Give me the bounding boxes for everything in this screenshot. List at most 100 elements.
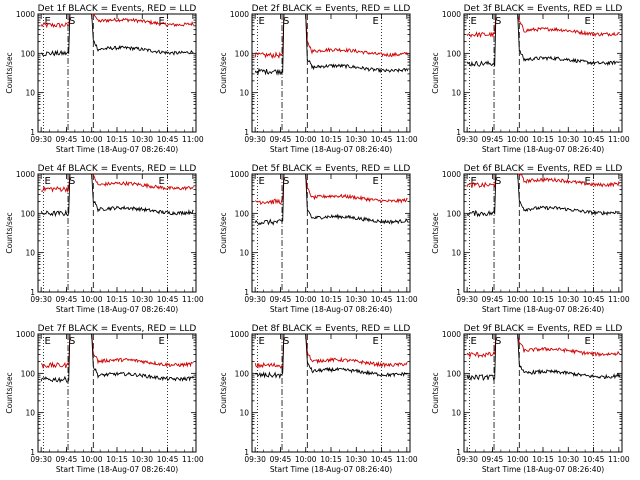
panel-det-6: Det 6f BLACK = Events, RED = LLD 1 10 100 10… [431, 164, 630, 314]
y-axis-label: Counts/sec [5, 52, 14, 93]
y-tick-label: 10 [451, 89, 461, 98]
x-tick-label: 11:00 [396, 455, 418, 464]
x-tick-label: 10:30 [131, 455, 153, 464]
x-tick-label: 09:45 [270, 455, 292, 464]
y-axis-label: Counts/sec [431, 372, 440, 413]
x-tick-label: 09:45 [56, 295, 78, 304]
y-tick-label: 1 [30, 448, 35, 457]
panel-title: Det 7f BLACK = Events, RED = LLD [38, 324, 197, 334]
x-tick-label: 10:45 [157, 295, 179, 304]
y-tick-label: 1000 [16, 170, 35, 179]
x-axis-label: Start Time (18-Aug-07 08:26:40) [56, 465, 178, 474]
y-tick-label: 100 [21, 49, 36, 58]
x-tick-label: 09:30 [456, 135, 478, 144]
start-marker-label: E [471, 336, 477, 347]
x-axis-label: Start Time (18-Aug-07 08:26:40) [56, 145, 178, 154]
saa-marker-label: S [495, 176, 501, 187]
saa-marker-label: S [283, 16, 289, 27]
y-axis-label: Counts/sec [219, 52, 228, 93]
saa-marker-label: S [69, 16, 75, 27]
y-tick-label: 100 [235, 369, 250, 378]
y-tick-label: 1 [244, 128, 249, 137]
x-tick-label: 10:30 [131, 135, 153, 144]
y-tick-label: 100 [235, 209, 250, 218]
x-tick-label: 10:00 [507, 295, 529, 304]
x-tick-label: 10:15 [532, 135, 554, 144]
lld-series-line [254, 13, 409, 60]
plot-frame [251, 13, 411, 133]
events-series-line [40, 333, 194, 384]
x-tick-label: 10:00 [295, 135, 317, 144]
events-series-line [466, 333, 621, 382]
x-tick-label: 10:15 [106, 135, 128, 144]
x-tick-label: 10:15 [106, 455, 128, 464]
x-axis-label: Start Time (18-Aug-07 08:26:40) [482, 145, 604, 154]
y-axis-label: Counts/sec [219, 212, 228, 253]
x-tick-label: 09:45 [482, 295, 504, 304]
x-tick-label: 11:00 [608, 295, 630, 304]
start-marker-label: E [471, 16, 477, 27]
x-tick-label: 10:00 [507, 135, 529, 144]
y-tick-label: 100 [447, 209, 462, 218]
y-axis-label: Counts/sec [5, 372, 14, 413]
y-tick-label: 100 [447, 369, 462, 378]
y-tick-label: 1 [456, 448, 461, 457]
x-tick-label: 10:15 [532, 455, 554, 464]
x-tick-label: 10:45 [583, 135, 605, 144]
saa-marker-label: S [495, 16, 501, 27]
y-tick-label: 100 [21, 209, 36, 218]
end-marker-label: E [585, 16, 591, 27]
lld-series-line [40, 333, 194, 370]
x-axis-label: Start Time (18-Aug-07 08:26:40) [56, 305, 178, 314]
end-marker-label: E [159, 336, 165, 347]
saa-marker-label: S [69, 336, 75, 347]
events-series-line [254, 13, 409, 76]
y-tick-label: 1000 [230, 10, 249, 19]
y-tick-label: 10 [25, 409, 35, 418]
lld-series-line [466, 333, 620, 359]
x-tick-label: 09:30 [30, 455, 52, 464]
x-tick-label: 10:30 [557, 135, 579, 144]
y-tick-label: 1000 [230, 170, 249, 179]
x-tick-label: 10:15 [320, 455, 342, 464]
end-marker-label: E [585, 176, 591, 187]
y-axis-label: Counts/sec [431, 212, 440, 253]
x-tick-label: 09:45 [56, 455, 78, 464]
y-tick-label: 1000 [16, 330, 35, 339]
x-tick-label: 10:45 [157, 455, 179, 464]
panel-det-3: Det 3f BLACK = Events, RED = LLD 1 10 100 10… [431, 4, 630, 154]
x-axis-label: Start Time (18-Aug-07 08:26:40) [270, 305, 392, 314]
x-tick-label: 10:45 [157, 135, 179, 144]
events-series-line [254, 173, 409, 226]
x-tick-label: 11:00 [182, 135, 204, 144]
y-tick-label: 1 [456, 128, 461, 137]
x-tick-label: 10:45 [583, 455, 605, 464]
x-tick-label: 09:30 [244, 455, 266, 464]
y-tick-label: 100 [21, 369, 36, 378]
x-tick-label: 11:00 [182, 295, 204, 304]
lld-series-line [40, 13, 194, 29]
x-tick-label: 10:00 [507, 455, 529, 464]
y-tick-label: 100 [235, 49, 250, 58]
y-axis-label: Counts/sec [431, 52, 440, 93]
x-tick-label: 10:00 [81, 135, 103, 144]
start-marker-label: E [259, 336, 265, 347]
lld-series-line [254, 333, 408, 370]
x-tick-label: 09:30 [456, 455, 478, 464]
x-tick-label: 10:30 [345, 455, 367, 464]
lld-series-line [40, 173, 194, 194]
y-tick-label: 10 [25, 249, 35, 258]
panel-det-2: Det 2f BLACK = Events, RED = LLD 1 10 100 10… [219, 4, 418, 154]
plot-frame [251, 173, 411, 293]
x-tick-label: 10:30 [345, 135, 367, 144]
plot-frame [37, 13, 197, 133]
x-tick-label: 10:00 [81, 295, 103, 304]
panel-title: Det 1f BLACK = Events, RED = LLD [38, 4, 197, 14]
x-tick-label: 11:00 [396, 295, 418, 304]
y-tick-label: 1000 [16, 10, 35, 19]
y-tick-label: 1000 [442, 170, 461, 179]
saa-marker-label: S [283, 176, 289, 187]
x-tick-label: 10:45 [371, 455, 393, 464]
panel-title: Det 2f BLACK = Events, RED = LLD [252, 4, 411, 14]
end-marker-label: E [159, 176, 165, 187]
